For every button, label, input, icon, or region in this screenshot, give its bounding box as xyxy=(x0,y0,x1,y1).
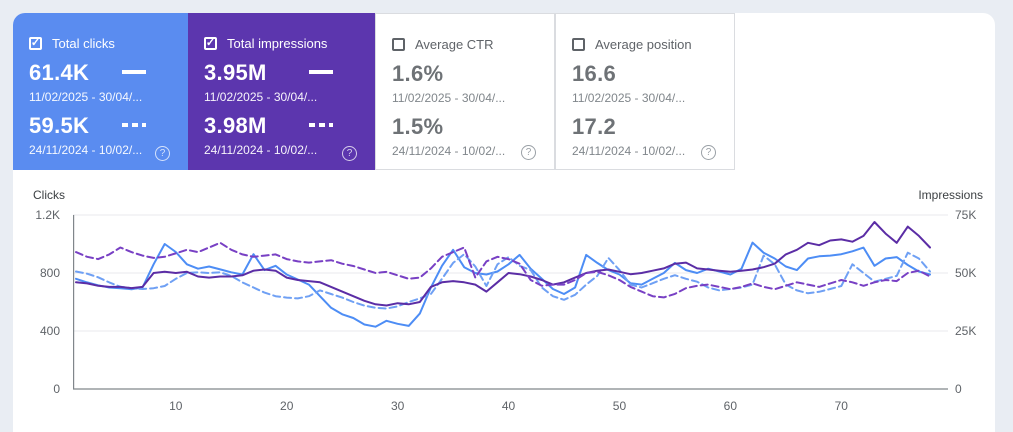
dashed-line-icon xyxy=(122,123,146,127)
performance-chart[interactable] xyxy=(72,205,948,390)
left-tick-label: 400 xyxy=(39,324,60,338)
x-tick-label: 40 xyxy=(501,399,516,413)
date-range-current: 11/02/2025 - 30/04/... xyxy=(572,91,686,105)
left-tick-label: 800 xyxy=(39,266,60,280)
date-range-current: 11/02/2025 - 30/04/... xyxy=(204,90,318,104)
metric-value-previous: 17.2 xyxy=(572,114,617,139)
right-tick-label: 25K xyxy=(955,324,977,338)
right-axis-title: Impressions xyxy=(918,188,983,202)
left-tick-label: 0 xyxy=(53,382,60,396)
average-ctr-checkbox[interactable] xyxy=(392,38,405,51)
x-tick-label: 10 xyxy=(169,399,183,413)
card-label: Total clicks xyxy=(52,36,115,51)
help-icon[interactable]: ? xyxy=(701,145,716,160)
date-range-previous: 24/11/2024 - 10/02/... xyxy=(572,144,686,158)
x-tick-label: 70 xyxy=(834,399,848,413)
card-label: Average position xyxy=(595,37,692,52)
date-range-previous: 24/11/2024 - 10/02/... xyxy=(204,143,318,157)
chart-canvas[interactable] xyxy=(72,205,948,390)
metric-value-current: 3.95M xyxy=(204,60,267,85)
help-icon[interactable]: ? xyxy=(342,146,357,161)
metric-cards-row: ✓ Total clicks 61.4K 11/02/2025 - 30/04/… xyxy=(13,13,995,170)
card-label: Total impressions xyxy=(227,36,328,51)
right-tick-label: 0 xyxy=(955,382,962,396)
right-tick-label: 75K xyxy=(955,208,977,222)
x-tick-label: 30 xyxy=(390,399,405,413)
left-axis-title: Clicks xyxy=(33,188,65,202)
card-label: Average CTR xyxy=(415,37,494,52)
help-icon[interactable]: ? xyxy=(521,145,536,160)
series-solid-right[interactable] xyxy=(75,221,931,307)
average-position-checkbox[interactable] xyxy=(572,38,585,51)
solid-line-icon xyxy=(122,70,146,74)
card-average-position[interactable]: Average position 16.6 11/02/2025 - 30/04… xyxy=(555,13,735,170)
metric-value-current: 1.6% xyxy=(392,61,444,86)
metric-value-current: 61.4K xyxy=(29,60,90,85)
date-range-previous: 24/11/2024 - 10/02/... xyxy=(29,143,143,157)
series-solid-left[interactable] xyxy=(75,241,931,328)
date-range-current: 11/02/2025 - 30/04/... xyxy=(29,90,143,104)
series-dashed-right[interactable] xyxy=(75,241,931,299)
metric-value-previous: 3.98M xyxy=(204,113,267,138)
date-range-current: 11/02/2025 - 30/04/... xyxy=(392,91,506,105)
dashed-line-icon xyxy=(309,123,333,127)
right-tick-label: 50K xyxy=(955,266,977,280)
card-average-ctr[interactable]: Average CTR 1.6% 11/02/2025 - 30/04/... … xyxy=(375,13,555,170)
card-total-impressions[interactable]: ✓ Total impressions 3.95M 11/02/2025 - 3… xyxy=(188,13,375,170)
metric-value-current: 16.6 xyxy=(572,61,617,86)
total-impressions-checkbox[interactable]: ✓ xyxy=(204,37,217,50)
x-tick-label: 60 xyxy=(723,399,738,413)
metric-value-previous: 59.5K xyxy=(29,113,90,138)
solid-line-icon xyxy=(309,70,333,74)
help-icon[interactable]: ? xyxy=(155,146,170,161)
metric-value-previous: 1.5% xyxy=(392,114,444,139)
total-clicks-checkbox[interactable]: ✓ xyxy=(29,37,42,50)
card-total-clicks[interactable]: ✓ Total clicks 61.4K 11/02/2025 - 30/04/… xyxy=(13,13,188,170)
series-dashed-left[interactable] xyxy=(75,251,931,310)
performance-panel: ✓ Total clicks 61.4K 11/02/2025 - 30/04/… xyxy=(13,13,995,432)
x-tick-label: 20 xyxy=(280,399,294,413)
date-range-previous: 24/11/2024 - 10/02/... xyxy=(392,144,506,158)
x-tick-label: 50 xyxy=(612,399,627,413)
left-tick-label: 1.2K xyxy=(35,208,60,222)
